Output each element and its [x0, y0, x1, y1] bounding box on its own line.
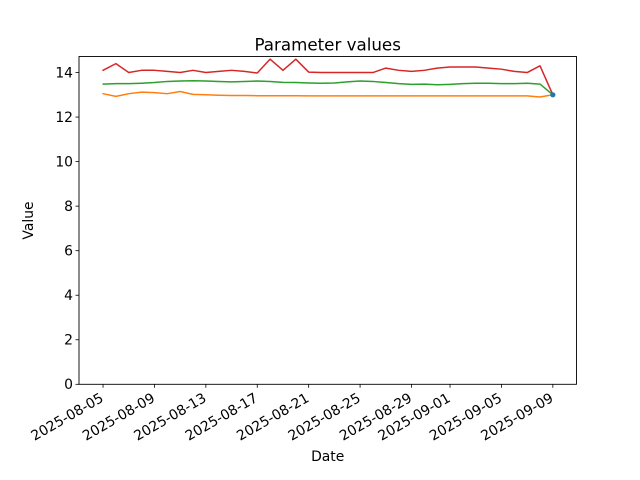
y-axis-label: Value: [21, 201, 37, 239]
y-tick-label: 10: [55, 154, 73, 170]
series-point-blue-endpoint: [550, 92, 556, 98]
y-tick-label: 12: [55, 110, 73, 126]
axes-spines: [78, 56, 577, 385]
x-axis-label: Date: [311, 449, 344, 465]
y-tick-label: 8: [64, 199, 73, 215]
plot-area: [79, 56, 577, 385]
series-line-orange: [102, 90, 554, 98]
y-tick-label: 4: [64, 288, 73, 304]
series-line-green: [102, 80, 554, 96]
y-tick-label: 2: [64, 333, 73, 349]
series-line-red: [102, 58, 554, 96]
y-tick-label: 6: [64, 243, 73, 259]
chart-title: Parameter values: [254, 35, 400, 55]
y-tick-label: 14: [55, 65, 73, 81]
y-tick-label: 0: [64, 377, 73, 393]
